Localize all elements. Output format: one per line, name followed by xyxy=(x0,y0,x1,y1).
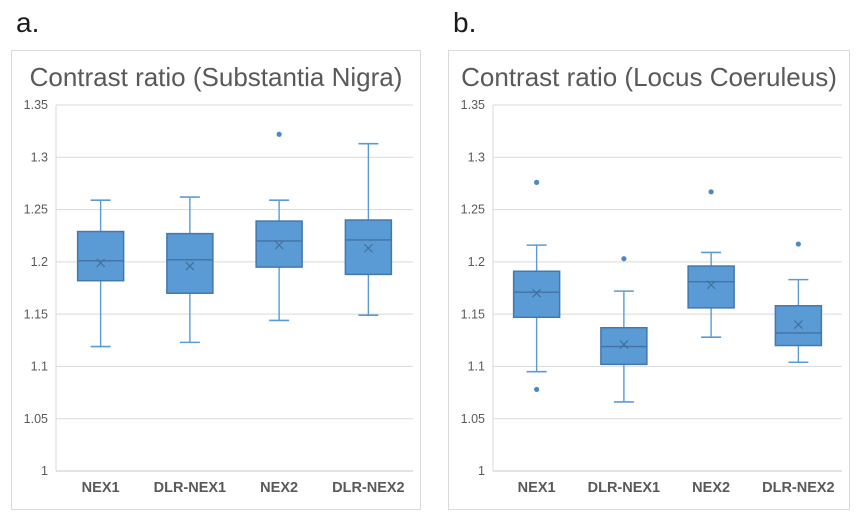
boxplot-a: 1 1.05 1.1 1.15 1.2 1.25 1.3 1.35 NEX1 DLR-NEX1 NE… xyxy=(24,98,413,496)
x-category-label: NEX2 xyxy=(260,480,298,496)
y-tick-label: 1.35 xyxy=(24,98,48,112)
x-category-label: NEX1 xyxy=(518,480,556,496)
y-tick-label: 1 xyxy=(41,464,48,478)
y-tick-label: 1.2 xyxy=(31,255,48,269)
mean-marker xyxy=(793,320,803,330)
box xyxy=(76,230,125,282)
y-tick-label: 1.15 xyxy=(24,307,48,321)
x-category-label: DLR-NEX1 xyxy=(588,480,661,496)
y-tick-label: 1.3 xyxy=(31,150,48,164)
chart-b-title: Contrast ratio (Locus Coeruleus) xyxy=(461,62,837,92)
box xyxy=(344,219,393,276)
box xyxy=(166,232,214,294)
x-category-label: NEX2 xyxy=(692,480,730,496)
y-tick-label: 1.05 xyxy=(24,412,48,426)
y-tick-label: 1.1 xyxy=(31,360,48,374)
y-tick-label: 1.3 xyxy=(468,150,485,164)
x-category-label: DLR-NEX1 xyxy=(154,480,227,496)
boxplot-b: 1 1.05 1.1 1.15 1.2 1.25 1.3 1.35 NEX1 DLR-NEX1 NE… xyxy=(461,98,842,496)
outlier-point xyxy=(708,189,714,195)
y-tick-label: 1.05 xyxy=(461,412,485,426)
outlier-point xyxy=(534,179,540,185)
mean-marker xyxy=(706,280,716,290)
x-category-label: DLR-NEX2 xyxy=(332,480,405,496)
chart-a-title: Contrast ratio (Substantia Nigra) xyxy=(29,62,403,92)
chart-panel-a: Contrast ratio (Substantia Nigra) 1 1.05 1… xyxy=(11,50,421,510)
outlier-point xyxy=(795,241,801,247)
mean-marker xyxy=(185,261,195,271)
y-tick-label: 1.1 xyxy=(468,360,485,374)
chart-panel-b: Contrast ratio (Locus Coeruleus) 1 1.05 1.… xyxy=(448,50,850,510)
mean-marker xyxy=(274,240,284,250)
mean-marker xyxy=(96,258,106,268)
y-tick-label: 1 xyxy=(478,464,485,478)
panel-letter-a: a. xyxy=(16,7,40,38)
y-tick-label: 1.25 xyxy=(461,203,485,217)
mean-marker xyxy=(532,288,542,298)
y-tick-label: 1.35 xyxy=(461,98,485,112)
box xyxy=(512,270,561,319)
y-tick-label: 1.25 xyxy=(24,203,48,217)
mean-marker xyxy=(619,340,629,349)
box xyxy=(255,220,303,268)
mean-marker xyxy=(363,243,373,253)
box xyxy=(774,305,823,347)
y-tick-label: 1.2 xyxy=(468,255,485,269)
y-tick-label: 1.15 xyxy=(461,307,485,321)
x-category-label: NEX1 xyxy=(82,480,120,496)
panel-letter-b: b. xyxy=(453,7,477,38)
outlier-point xyxy=(621,256,627,262)
outlier-point xyxy=(534,386,540,393)
x-category-label: DLR-NEX2 xyxy=(762,480,835,496)
box xyxy=(687,265,735,309)
outlier-point xyxy=(276,131,282,137)
